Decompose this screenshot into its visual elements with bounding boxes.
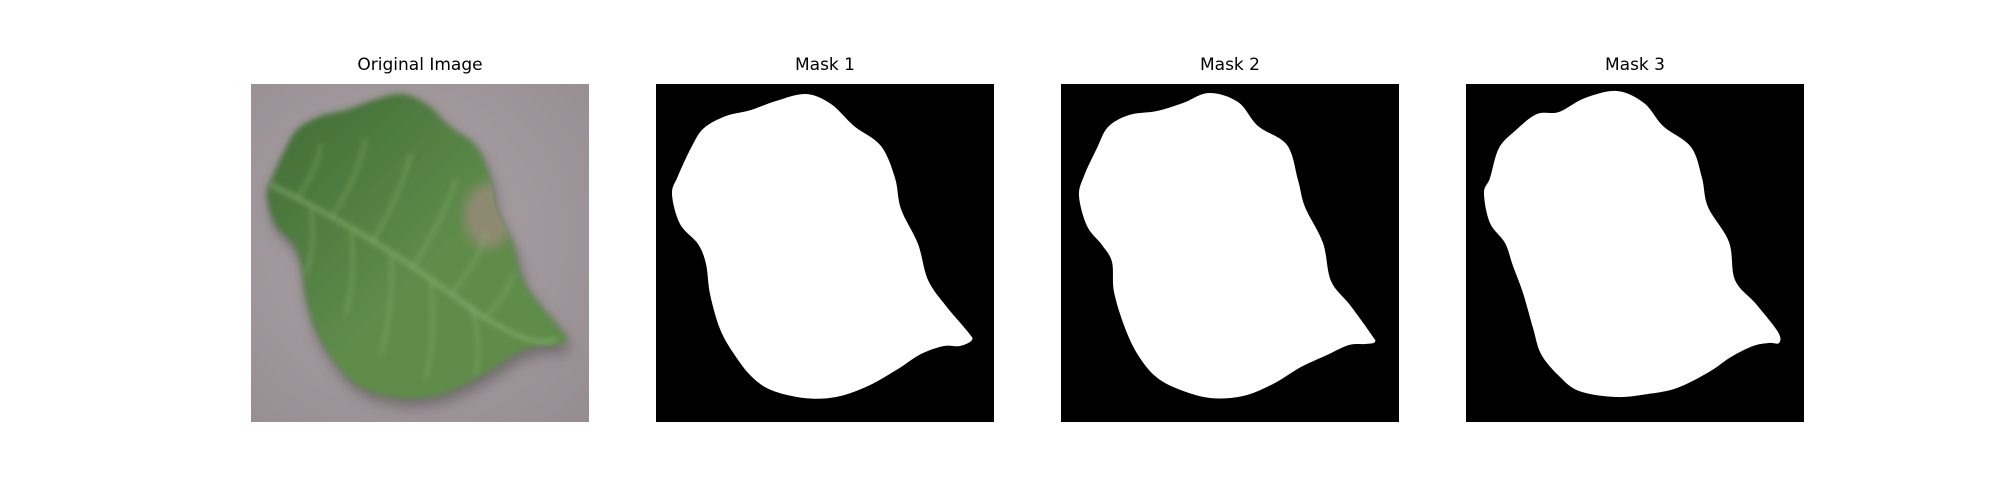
panel-title-mask-2: Mask 2 <box>1041 55 1419 75</box>
mask-3-image <box>1466 84 1804 422</box>
mask-3-panel: Mask 3 <box>1466 84 1804 422</box>
mask-2-image <box>1061 84 1399 422</box>
mask-1-image <box>656 84 994 422</box>
panel-title-mask-1: Mask 1 <box>636 55 1014 75</box>
panel-title-mask-3: Mask 3 <box>1446 55 1824 75</box>
original-image-panel: Original Image <box>251 84 589 422</box>
mask-1-panel: Mask 1 <box>656 84 994 422</box>
mask-2-panel: Mask 2 <box>1061 84 1399 422</box>
panel-title-original-image: Original Image <box>231 55 609 75</box>
original-leaf-photo <box>251 84 589 422</box>
